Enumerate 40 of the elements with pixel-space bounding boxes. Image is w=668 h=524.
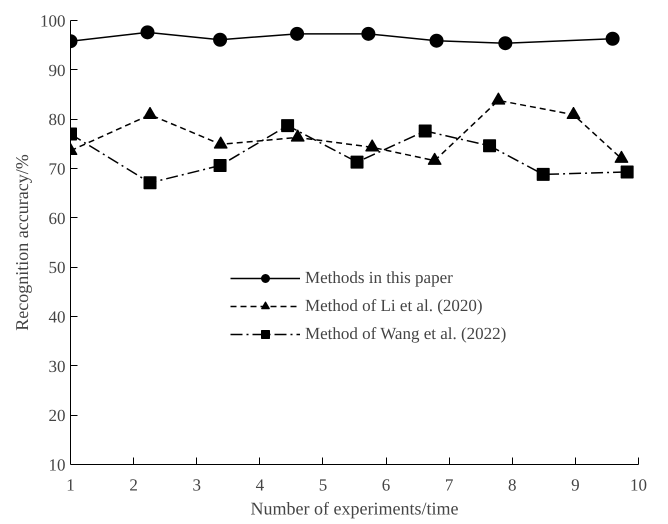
x-tick-label: 6 [382,476,390,494]
y-tick-label: 100 [40,12,66,30]
legend-label: Method of Wang et al. (2022) [305,324,506,344]
x-axis-title: Number of experiments/time [250,498,458,518]
point [418,124,432,138]
y-axis-title: Recognition accuracy/% [12,154,32,331]
point [430,34,444,48]
point [536,168,550,181]
y-tick-label: 80 [48,110,66,130]
x-tick-label: 7 [444,476,454,494]
x-tick-label: 1 [66,476,75,494]
x-tick-label: 5 [318,476,328,494]
point [350,156,364,169]
point [214,159,227,172]
x-tick-label: 8 [508,476,517,494]
point [483,139,496,152]
x-tick-label: 9 [571,476,580,494]
y-tick-label: 50 [48,258,66,278]
point [361,26,376,41]
legend-label: Methods in this paper [305,268,453,288]
point [498,36,512,50]
point [281,119,294,132]
x-tick-label: 3 [192,476,201,494]
point [620,165,634,178]
point [213,32,228,47]
point [144,176,157,190]
x-tick-label: 4 [256,476,265,494]
y-tick-label: 10 [48,456,66,474]
y-tick-label: 60 [48,208,66,228]
x-tick-label: 2 [129,476,138,494]
point [606,32,620,46]
legend-label: Method of Li et al. (2020) [305,296,483,316]
y-tick-label: 70 [48,160,66,178]
x-tick-label: 10 [630,476,647,494]
point [140,25,154,40]
y-tick-label: 90 [48,60,66,80]
y-tick-label: 30 [48,356,66,376]
y-tick-label: 20 [48,406,66,426]
point [290,26,304,41]
y-tick-label: 40 [48,308,66,326]
